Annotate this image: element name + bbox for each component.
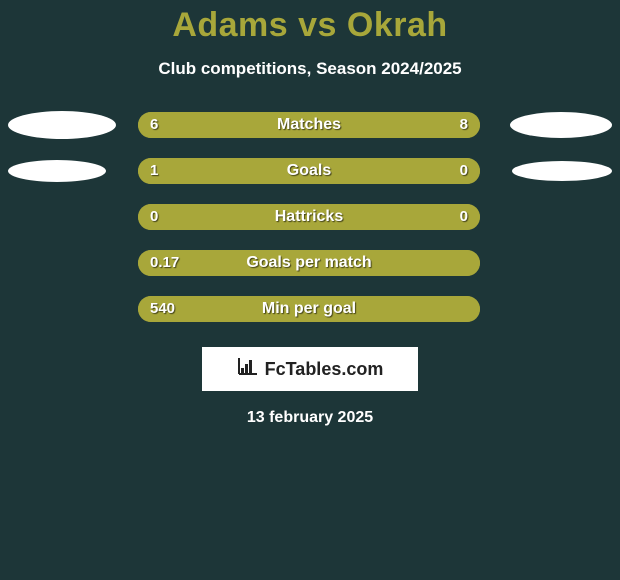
stat-label: Goals per match — [138, 250, 480, 276]
player-right-marker — [512, 161, 612, 181]
comparison-infographic: Adams vs Okrah Club competitions, Season… — [0, 0, 620, 580]
stat-bar-track: 00Hattricks — [138, 204, 480, 230]
stat-bar-track: 10Goals — [138, 158, 480, 184]
player-left-marker — [8, 111, 116, 139]
stat-label: Min per goal — [138, 296, 480, 322]
stat-label: Hattricks — [138, 204, 480, 230]
stat-bar-track: 0.17Goals per match — [138, 250, 480, 276]
barchart-icon — [237, 356, 259, 382]
source-logo: FcTables.com — [202, 347, 418, 391]
stat-bar-track: 68Matches — [138, 112, 480, 138]
stat-row-mpg: 540Min per goal — [0, 293, 620, 325]
stat-label: Matches — [138, 112, 480, 138]
stats-rows: 68Matches 10Goals 00Hattricks 0.17Goals per… — [0, 109, 620, 325]
date-text: 13 february 2025 — [0, 409, 620, 427]
subtitle: Club competitions, Season 2024/2025 — [0, 59, 620, 79]
stat-row-gpm: 0.17Goals per match — [0, 247, 620, 279]
stat-row-goals: 10Goals — [0, 155, 620, 187]
stat-label: Goals — [138, 158, 480, 184]
stat-row-matches: 68Matches — [0, 109, 620, 141]
source-logo-text: FcTables.com — [265, 359, 384, 380]
stat-row-hattricks: 00Hattricks — [0, 201, 620, 233]
player-left-marker — [8, 160, 106, 182]
page-title: Adams vs Okrah — [0, 6, 620, 45]
stat-bar-track: 540Min per goal — [138, 296, 480, 322]
player-right-marker — [510, 112, 612, 138]
